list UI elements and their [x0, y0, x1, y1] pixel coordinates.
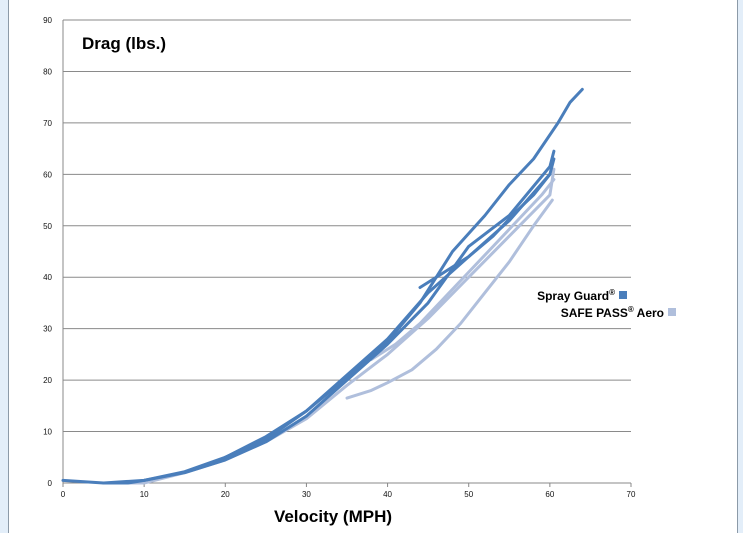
- x-tick-labels: 0 10 20 30 40 50 60 70: [61, 490, 636, 499]
- series-lines: [61, 87, 584, 485]
- y-tick-label: 20: [43, 376, 52, 385]
- series-0-run-0: [61, 149, 556, 485]
- y-tick-label: 60: [43, 170, 52, 179]
- chart-title: Drag (lbs.): [82, 34, 166, 53]
- chart: 0 10 20 30 40 50 60 70 80 90 0 10 20 30 40 50 60 70 Drag…: [43, 16, 676, 526]
- x-tick-label: 40: [383, 490, 392, 499]
- x-tick-label: 50: [464, 490, 473, 499]
- x-tick-label: 70: [627, 490, 636, 499]
- y-tick-label: 30: [43, 325, 52, 334]
- x-axis-label: Velocity (MPH): [274, 507, 392, 526]
- series-1-run-1: [345, 198, 554, 400]
- series-1-run-0: [102, 167, 556, 485]
- series-0-run-3: [223, 87, 584, 459]
- y-tick-label: 70: [43, 119, 52, 128]
- series-0-run-1: [102, 157, 556, 485]
- x-tick-label: 60: [545, 490, 554, 499]
- legend: Spray Guard® SAFE PASS® Aero: [537, 288, 676, 320]
- x-tick-label: 0: [61, 490, 66, 499]
- legend-label-safe-pass-aero: SAFE PASS® Aero: [561, 305, 664, 320]
- y-tick-label: 50: [43, 222, 52, 231]
- chart-frame: 0 10 20 30 40 50 60 70 80 90 0 10 20 30 40 50 60 70 Drag…: [8, 0, 738, 533]
- y-tick-label: 10: [43, 428, 52, 437]
- x-tick-label: 30: [302, 490, 311, 499]
- x-tick-label: 10: [140, 490, 149, 499]
- legend-swatch-safe-pass-aero: [668, 308, 676, 316]
- series-0-run-2: [418, 172, 552, 289]
- y-tick-label: 80: [43, 67, 52, 76]
- y-tick-label: 90: [43, 16, 52, 25]
- legend-swatch-spray-guard: [619, 291, 627, 299]
- y-tick-labels: 0 10 20 30 40 50 60 70 80 90: [43, 16, 52, 488]
- series-1-run-2: [369, 178, 556, 361]
- y-tick-label: 0: [48, 479, 53, 488]
- grid-lines: [62, 19, 632, 487]
- legend-label-spray-guard: Spray Guard®: [537, 288, 615, 303]
- y-tick-label: 40: [43, 273, 52, 282]
- x-tick-label: 20: [221, 490, 230, 499]
